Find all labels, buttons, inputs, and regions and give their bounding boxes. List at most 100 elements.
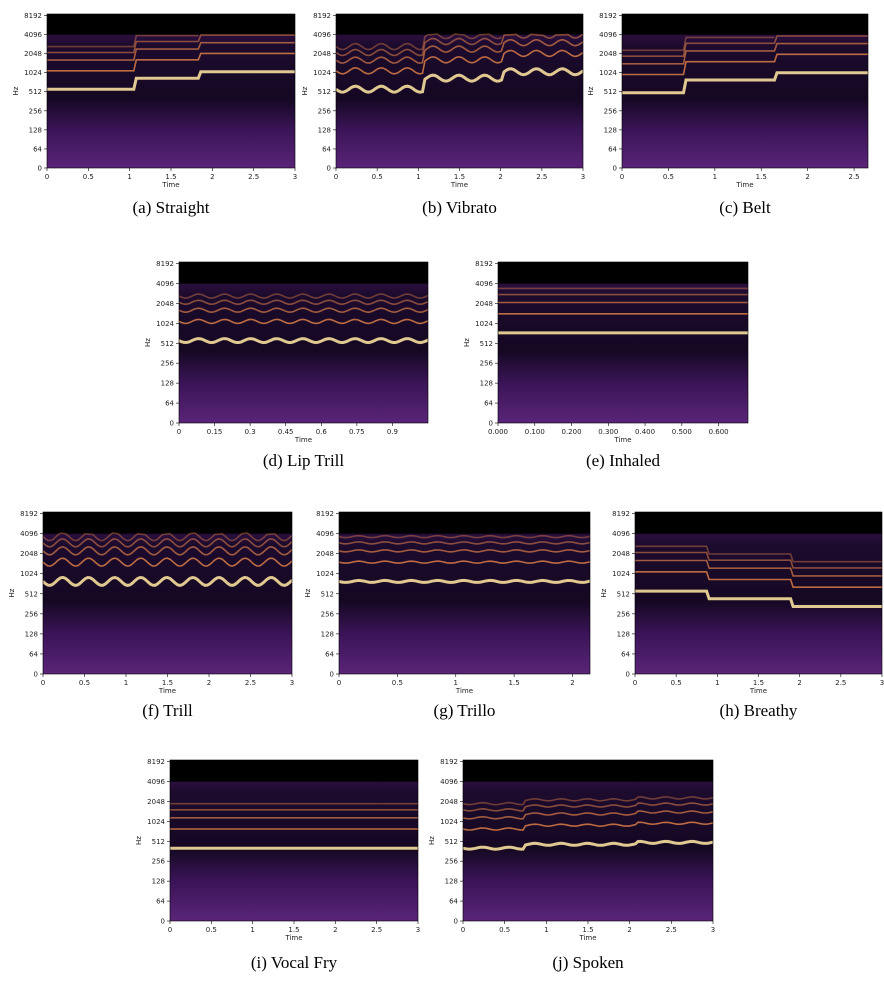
x-tick-label: 0	[633, 679, 637, 687]
x-tick-label: 0.200	[562, 428, 582, 436]
spectrogram-panel: 064128256512102420484096819200.150.30.45…	[144, 260, 428, 470]
x-tick-label: 0.600	[709, 428, 729, 436]
y-tick-label: 8192	[440, 758, 458, 766]
spectrogram-panel: 064128256512102420484096819200.511.522.5…	[587, 12, 868, 217]
x-tick-label: 0.5	[83, 173, 94, 181]
x-tick-label: 3	[880, 679, 884, 687]
y-tick-label: 128	[445, 878, 458, 886]
x-tick-label: 0.5	[671, 679, 682, 687]
y-tick-label: 256	[29, 107, 43, 115]
x-tick-label: 2.5	[666, 926, 677, 934]
y-tick-label: 512	[25, 590, 38, 598]
y-tick-label: 128	[161, 380, 174, 388]
y-tick-label: 128	[318, 126, 331, 134]
spectrogram	[170, 760, 418, 921]
caption: (a) Straight	[133, 198, 210, 217]
y-tick-label: 512	[445, 838, 458, 846]
y-tick-label: 0	[161, 918, 165, 926]
y-tick-label: 4096	[24, 31, 42, 39]
x-tick-label: 0	[334, 173, 338, 181]
y-tick-label: 128	[480, 380, 493, 388]
y-tick-label: 128	[29, 126, 42, 134]
y-tick-label: 128	[617, 630, 630, 638]
y-axis-label: Hz	[135, 836, 143, 845]
x-tick-label: 2	[207, 679, 211, 687]
y-tick-label: 0	[327, 165, 331, 173]
spectrogram-panel: 064128256512102420484096819200.511.522.5…	[600, 510, 884, 720]
y-tick-label: 8192	[612, 510, 630, 518]
caption: (f) Trill	[142, 701, 193, 720]
y-tick-label: 2048	[599, 50, 617, 58]
spectrogram	[635, 512, 882, 674]
y-tick-label: 8192	[20, 510, 38, 518]
y-tick-label: 256	[161, 360, 175, 368]
y-tick-label: 8192	[599, 12, 617, 20]
spectrogram-panel: 064128256512102420484096819200.511.522.5…	[8, 510, 294, 720]
x-tick-label: 3	[416, 926, 420, 934]
y-tick-label: 512	[617, 590, 630, 598]
x-tick-label: 0.9	[387, 428, 398, 436]
y-tick-label: 2048	[612, 550, 630, 558]
x-axis-label: Time	[450, 181, 468, 189]
y-tick-label: 64	[449, 898, 458, 906]
y-tick-label: 0	[626, 671, 630, 679]
caption: (i) Vocal Fry	[251, 953, 338, 972]
spectrogram-panel: 064128256512102420484096819200.511.522.5…	[301, 12, 585, 217]
x-tick-label: 0	[620, 173, 624, 181]
x-tick-label: 2.5	[371, 926, 382, 934]
x-tick-label: 0.500	[672, 428, 692, 436]
x-tick-label: 1	[713, 173, 717, 181]
y-tick-label: 8192	[156, 260, 174, 268]
y-tick-label: 2048	[156, 300, 174, 308]
x-tick-label: 0.3	[245, 428, 256, 436]
caption: (c) Belt	[719, 198, 771, 217]
caption: (j) Spoken	[552, 953, 624, 972]
x-tick-label: 1.5	[509, 679, 520, 687]
x-tick-label: 1	[454, 679, 458, 687]
y-tick-label: 4096	[20, 530, 38, 538]
y-tick-label: 128	[321, 630, 334, 638]
y-tick-label: 0	[330, 671, 334, 679]
y-tick-label: 2048	[440, 798, 458, 806]
x-axis-label: Time	[578, 934, 596, 942]
x-tick-label: 3	[711, 926, 715, 934]
y-tick-label: 256	[604, 107, 618, 115]
y-tick-label: 8192	[475, 260, 493, 268]
y-tick-label: 64	[621, 650, 630, 658]
x-tick-label: 0	[45, 173, 49, 181]
x-tick-label: 2.5	[835, 679, 846, 687]
x-tick-label: 2	[797, 679, 801, 687]
x-axis-label: Time	[158, 687, 176, 695]
x-tick-label: 0.000	[488, 428, 508, 436]
y-tick-label: 128	[604, 126, 617, 134]
x-tick-label: 0.75	[349, 428, 365, 436]
x-axis-label: Time	[613, 436, 631, 444]
y-tick-label: 512	[480, 340, 493, 348]
x-tick-label: 2.5	[849, 173, 860, 181]
y-tick-label: 4096	[313, 31, 331, 39]
x-tick-label: 0.45	[278, 428, 294, 436]
x-tick-label: 2	[627, 926, 631, 934]
y-axis-label: Hz	[301, 86, 309, 95]
y-tick-label: 2048	[475, 300, 493, 308]
y-tick-label: 256	[152, 858, 166, 866]
x-tick-label: 2	[333, 926, 337, 934]
y-axis-label: Hz	[600, 588, 608, 597]
y-axis-label: Hz	[8, 588, 16, 597]
y-tick-label: 512	[152, 838, 165, 846]
x-tick-label: 1.5	[753, 679, 764, 687]
y-tick-label: 64	[325, 650, 334, 658]
y-tick-label: 4096	[475, 280, 493, 288]
x-tick-label: 0.15	[207, 428, 223, 436]
y-axis-label: Hz	[304, 588, 312, 597]
x-tick-label: 0	[337, 679, 341, 687]
x-tick-label: 2	[210, 173, 214, 181]
y-tick-label: 2048	[24, 50, 42, 58]
y-tick-label: 512	[321, 590, 334, 598]
x-tick-label: 1.5	[756, 173, 767, 181]
x-tick-label: 1.5	[288, 926, 299, 934]
x-tick-label: 0.5	[206, 926, 217, 934]
x-tick-label: 1	[250, 926, 254, 934]
y-tick-label: 0	[38, 165, 42, 173]
